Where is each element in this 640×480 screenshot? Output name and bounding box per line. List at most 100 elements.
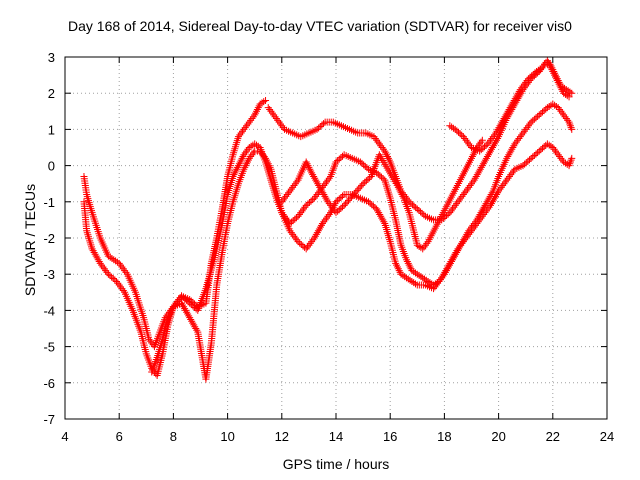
- data-point-fill: [299, 242, 307, 250]
- data-point: [438, 274, 446, 282]
- data-point-fill: [352, 188, 360, 196]
- data-point-fill: [501, 178, 509, 186]
- data-point-fill: [498, 118, 506, 126]
- data-point-fill: [119, 265, 127, 273]
- data-point-fill: [522, 125, 530, 133]
- data-point-fill: [406, 276, 414, 284]
- data-point-fill: [421, 275, 429, 283]
- data-point-fill: [325, 174, 333, 182]
- data-point-fill: [504, 153, 512, 161]
- data-point-fill: [450, 203, 458, 211]
- data-point-fill: [241, 163, 249, 171]
- data-point-fill: [346, 195, 354, 203]
- data-point-fill: [289, 183, 297, 191]
- data-point-fill: [399, 271, 407, 279]
- data-point-fill: [317, 185, 325, 193]
- data-point-fill: [304, 243, 312, 251]
- y-tick-label: -2: [43, 231, 55, 246]
- data-point: [516, 86, 524, 94]
- data-point-fill: [489, 198, 497, 206]
- data-point-fill: [499, 116, 507, 124]
- data-point-fill: [469, 225, 477, 233]
- data-point-fill: [449, 205, 457, 213]
- data-point-fill: [315, 182, 323, 190]
- data-point-fill: [114, 279, 122, 287]
- data-point-fill: [376, 172, 384, 180]
- data-point: [492, 129, 500, 137]
- data-point-fill: [181, 305, 189, 313]
- data-point-fill: [421, 241, 429, 249]
- data-point-fill: [266, 105, 274, 113]
- y-tick-label: 3: [48, 50, 55, 65]
- data-point-fill: [368, 201, 376, 209]
- data-point-fill: [512, 93, 520, 101]
- data-point-fill: [405, 261, 413, 269]
- data-point-fill: [182, 296, 190, 304]
- data-point-fill: [377, 142, 385, 150]
- data-point-fill: [553, 77, 561, 85]
- data-point-fill: [111, 276, 119, 284]
- data-point-fill: [248, 115, 256, 123]
- data-point-fill: [350, 190, 358, 198]
- data-point-fill: [303, 160, 311, 168]
- data-point-fill: [305, 199, 313, 207]
- data-point-fill: [335, 195, 343, 203]
- data-point-fill: [121, 267, 129, 275]
- data-point-fill: [243, 122, 251, 130]
- data-point-fill: [432, 281, 440, 289]
- data-point-fill: [551, 101, 559, 109]
- data-point-fill: [285, 189, 293, 197]
- data-point-fill: [561, 90, 569, 98]
- data-point-fill: [374, 170, 382, 178]
- data-point-fill: [485, 203, 493, 211]
- data-point: [264, 104, 272, 112]
- data-point-fill: [529, 117, 537, 125]
- data-point-fill: [289, 217, 297, 225]
- data-point-fill: [493, 191, 501, 199]
- data-point-fill: [470, 149, 478, 157]
- data-point-fill: [534, 112, 542, 120]
- data-point-fill: [465, 230, 473, 238]
- data-point-fill: [415, 242, 423, 250]
- data-point-fill: [448, 256, 456, 264]
- data-point-fill: [312, 192, 320, 200]
- data-point-fill: [449, 254, 457, 262]
- data-point-fill: [306, 165, 314, 173]
- data-point-fill: [254, 104, 262, 112]
- data-point-fill: [179, 293, 187, 301]
- data-point-fill: [444, 263, 452, 271]
- data-point-fill: [190, 321, 198, 329]
- data-point: [286, 187, 294, 195]
- data-point: [262, 154, 270, 162]
- data-point-fill: [237, 129, 245, 137]
- data-point-fill: [243, 147, 251, 155]
- data-point-fill: [334, 196, 342, 204]
- data-point-fill: [182, 306, 190, 314]
- data-point-fill: [148, 339, 156, 347]
- data-point-fill: [450, 252, 458, 260]
- data-point-fill: [476, 216, 484, 224]
- data-point-fill: [339, 192, 347, 200]
- data-point-fill: [546, 62, 554, 70]
- data-point: [454, 245, 462, 253]
- data-point: [568, 154, 576, 162]
- data-point: [112, 277, 120, 285]
- data-point-fill: [506, 149, 514, 157]
- x-tick-label: 22: [546, 429, 560, 444]
- data-point-fill: [522, 78, 530, 86]
- data-point: [251, 111, 259, 119]
- data-point-fill: [566, 160, 574, 168]
- data-point-fill: [499, 182, 507, 190]
- data-point-fill: [383, 153, 391, 161]
- data-point-fill: [241, 149, 249, 157]
- data-point: [554, 104, 562, 112]
- data-point-fill: [519, 82, 527, 90]
- data-point: [519, 162, 527, 170]
- data-point-fill: [398, 191, 406, 199]
- data-point-fill: [561, 159, 569, 167]
- data-point-fill: [474, 169, 482, 177]
- data-point-fill: [484, 205, 492, 213]
- data-point-fill: [311, 174, 319, 182]
- data-point: [430, 285, 438, 293]
- data-point-fill: [451, 201, 459, 209]
